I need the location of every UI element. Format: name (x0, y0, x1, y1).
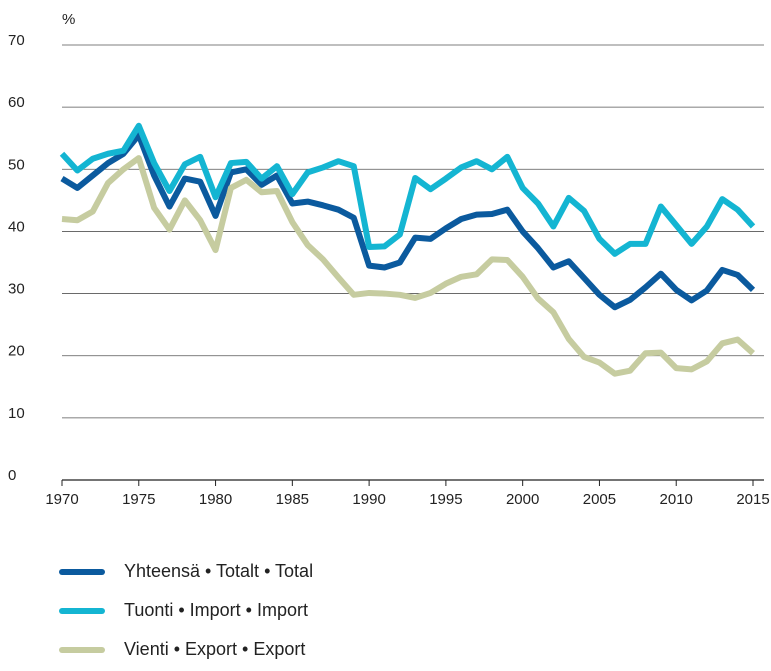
x-tick-label: 1975 (122, 491, 155, 508)
x-tick-label: 1985 (276, 491, 309, 508)
y-tick-label: 70 (8, 32, 25, 49)
series-line (59, 122, 756, 257)
x-tick-label: 1995 (429, 491, 462, 508)
y-tick-label: 50 (8, 156, 25, 173)
legend-label: Yhteensä • Totalt • Total (124, 561, 313, 581)
legend-label: Tuonti • Import • Import (124, 600, 308, 620)
y-axis-label: % (62, 11, 75, 28)
y-tick-label: 0 (8, 467, 16, 484)
legend-label: Vienti • Export • Export (124, 639, 305, 659)
x-tick-label: 2005 (583, 491, 616, 508)
y-tick-label: 10 (8, 405, 25, 422)
series-line (60, 132, 756, 311)
x-tick-label: 1990 (352, 491, 385, 508)
x-tick-label: 1980 (199, 491, 232, 508)
x-tick-label: 2015 (736, 491, 769, 508)
x-tick-label: 2000 (506, 491, 539, 508)
y-tick-label: 20 (8, 343, 25, 360)
x-tick-label: 1970 (45, 491, 78, 508)
series-line (61, 155, 755, 377)
y-tick-label: 60 (8, 94, 25, 111)
y-tick-label: 40 (8, 218, 25, 235)
x-tick-label: 2010 (660, 491, 693, 508)
y-tick-label: 30 (8, 281, 25, 298)
